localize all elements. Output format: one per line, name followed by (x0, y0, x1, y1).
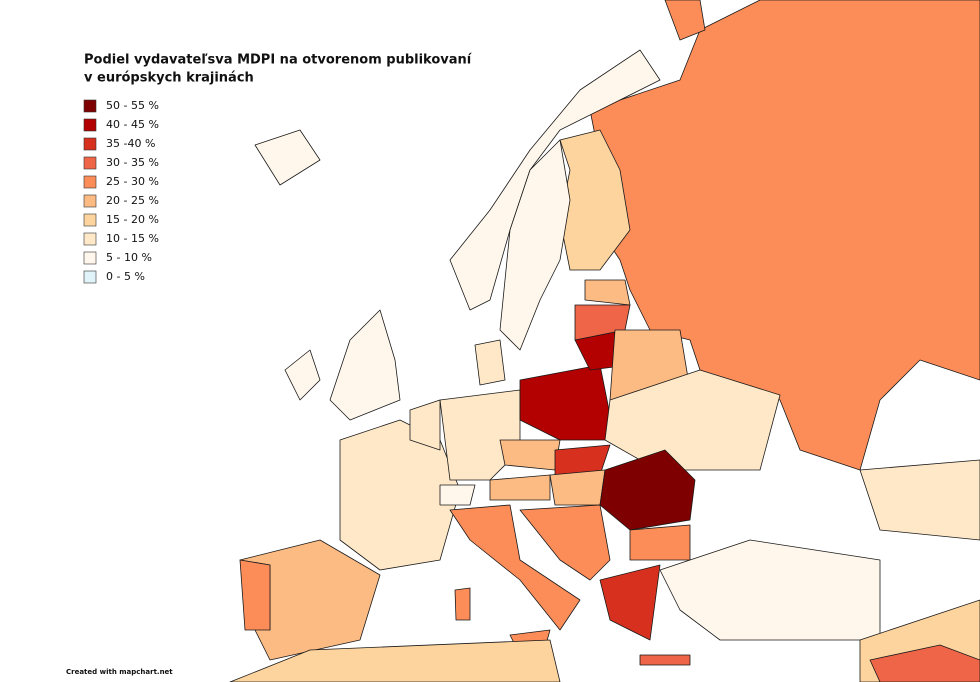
austria (489, 474, 551, 501)
legend-label: 0 - 5 % (106, 270, 145, 283)
legend-swatch (83, 251, 97, 265)
uk (329, 309, 401, 421)
iceland (254, 129, 321, 186)
legend-label: 40 - 45 % (106, 118, 159, 131)
ireland (284, 349, 321, 401)
bulgaria (629, 524, 691, 561)
credit: Created with mapchart.net (66, 668, 173, 676)
legend-swatch (83, 232, 97, 246)
benelux (409, 399, 441, 451)
legend: Podiel vydavateľsva MDPI na otvorenom pu… (83, 53, 473, 284)
legend-label: 20 - 25 % (106, 194, 159, 207)
poland (519, 364, 616, 441)
legend-swatch (83, 194, 97, 208)
north-africa (229, 639, 561, 682)
italy (449, 504, 581, 631)
legend-swatch (83, 175, 97, 189)
greece (599, 564, 661, 641)
ukraine (604, 369, 781, 471)
legend-swatch (83, 213, 97, 227)
legend-title: Podiel vydavateľsva MDPI na otvorenom pu… (84, 53, 473, 68)
legend-swatch (83, 270, 97, 284)
legend-swatch (83, 137, 97, 151)
denmark (474, 339, 506, 386)
legend-title: v európskych krajinách (84, 71, 254, 86)
iraq (869, 644, 980, 682)
norway (449, 49, 661, 311)
hungary (549, 469, 606, 506)
russia (589, 0, 980, 471)
caucasus (859, 459, 980, 541)
legend-swatch (83, 156, 97, 170)
legend-swatch (83, 118, 97, 132)
france (339, 419, 461, 571)
czechia (499, 439, 561, 471)
legend-label: 10 - 15 % (106, 232, 159, 245)
legend-label: 35 -40 % (106, 137, 155, 150)
turkey (659, 539, 881, 641)
estonia (584, 279, 631, 306)
crete (639, 654, 691, 666)
legend-label: 25 - 30 % (106, 175, 159, 188)
switzerland (439, 484, 476, 506)
legend-label: 50 - 55 % (106, 99, 159, 112)
legend-label: 15 - 20 % (106, 213, 159, 226)
sardinia (454, 587, 471, 621)
legend-label: 5 - 10 % (106, 251, 152, 264)
russia-north (664, 0, 706, 41)
portugal (239, 559, 271, 631)
legend-label: 30 - 35 % (106, 156, 159, 169)
countries (229, 0, 980, 682)
legend-swatch (83, 99, 97, 113)
sweden (499, 139, 571, 351)
balkans (519, 504, 611, 581)
germany (439, 389, 521, 481)
